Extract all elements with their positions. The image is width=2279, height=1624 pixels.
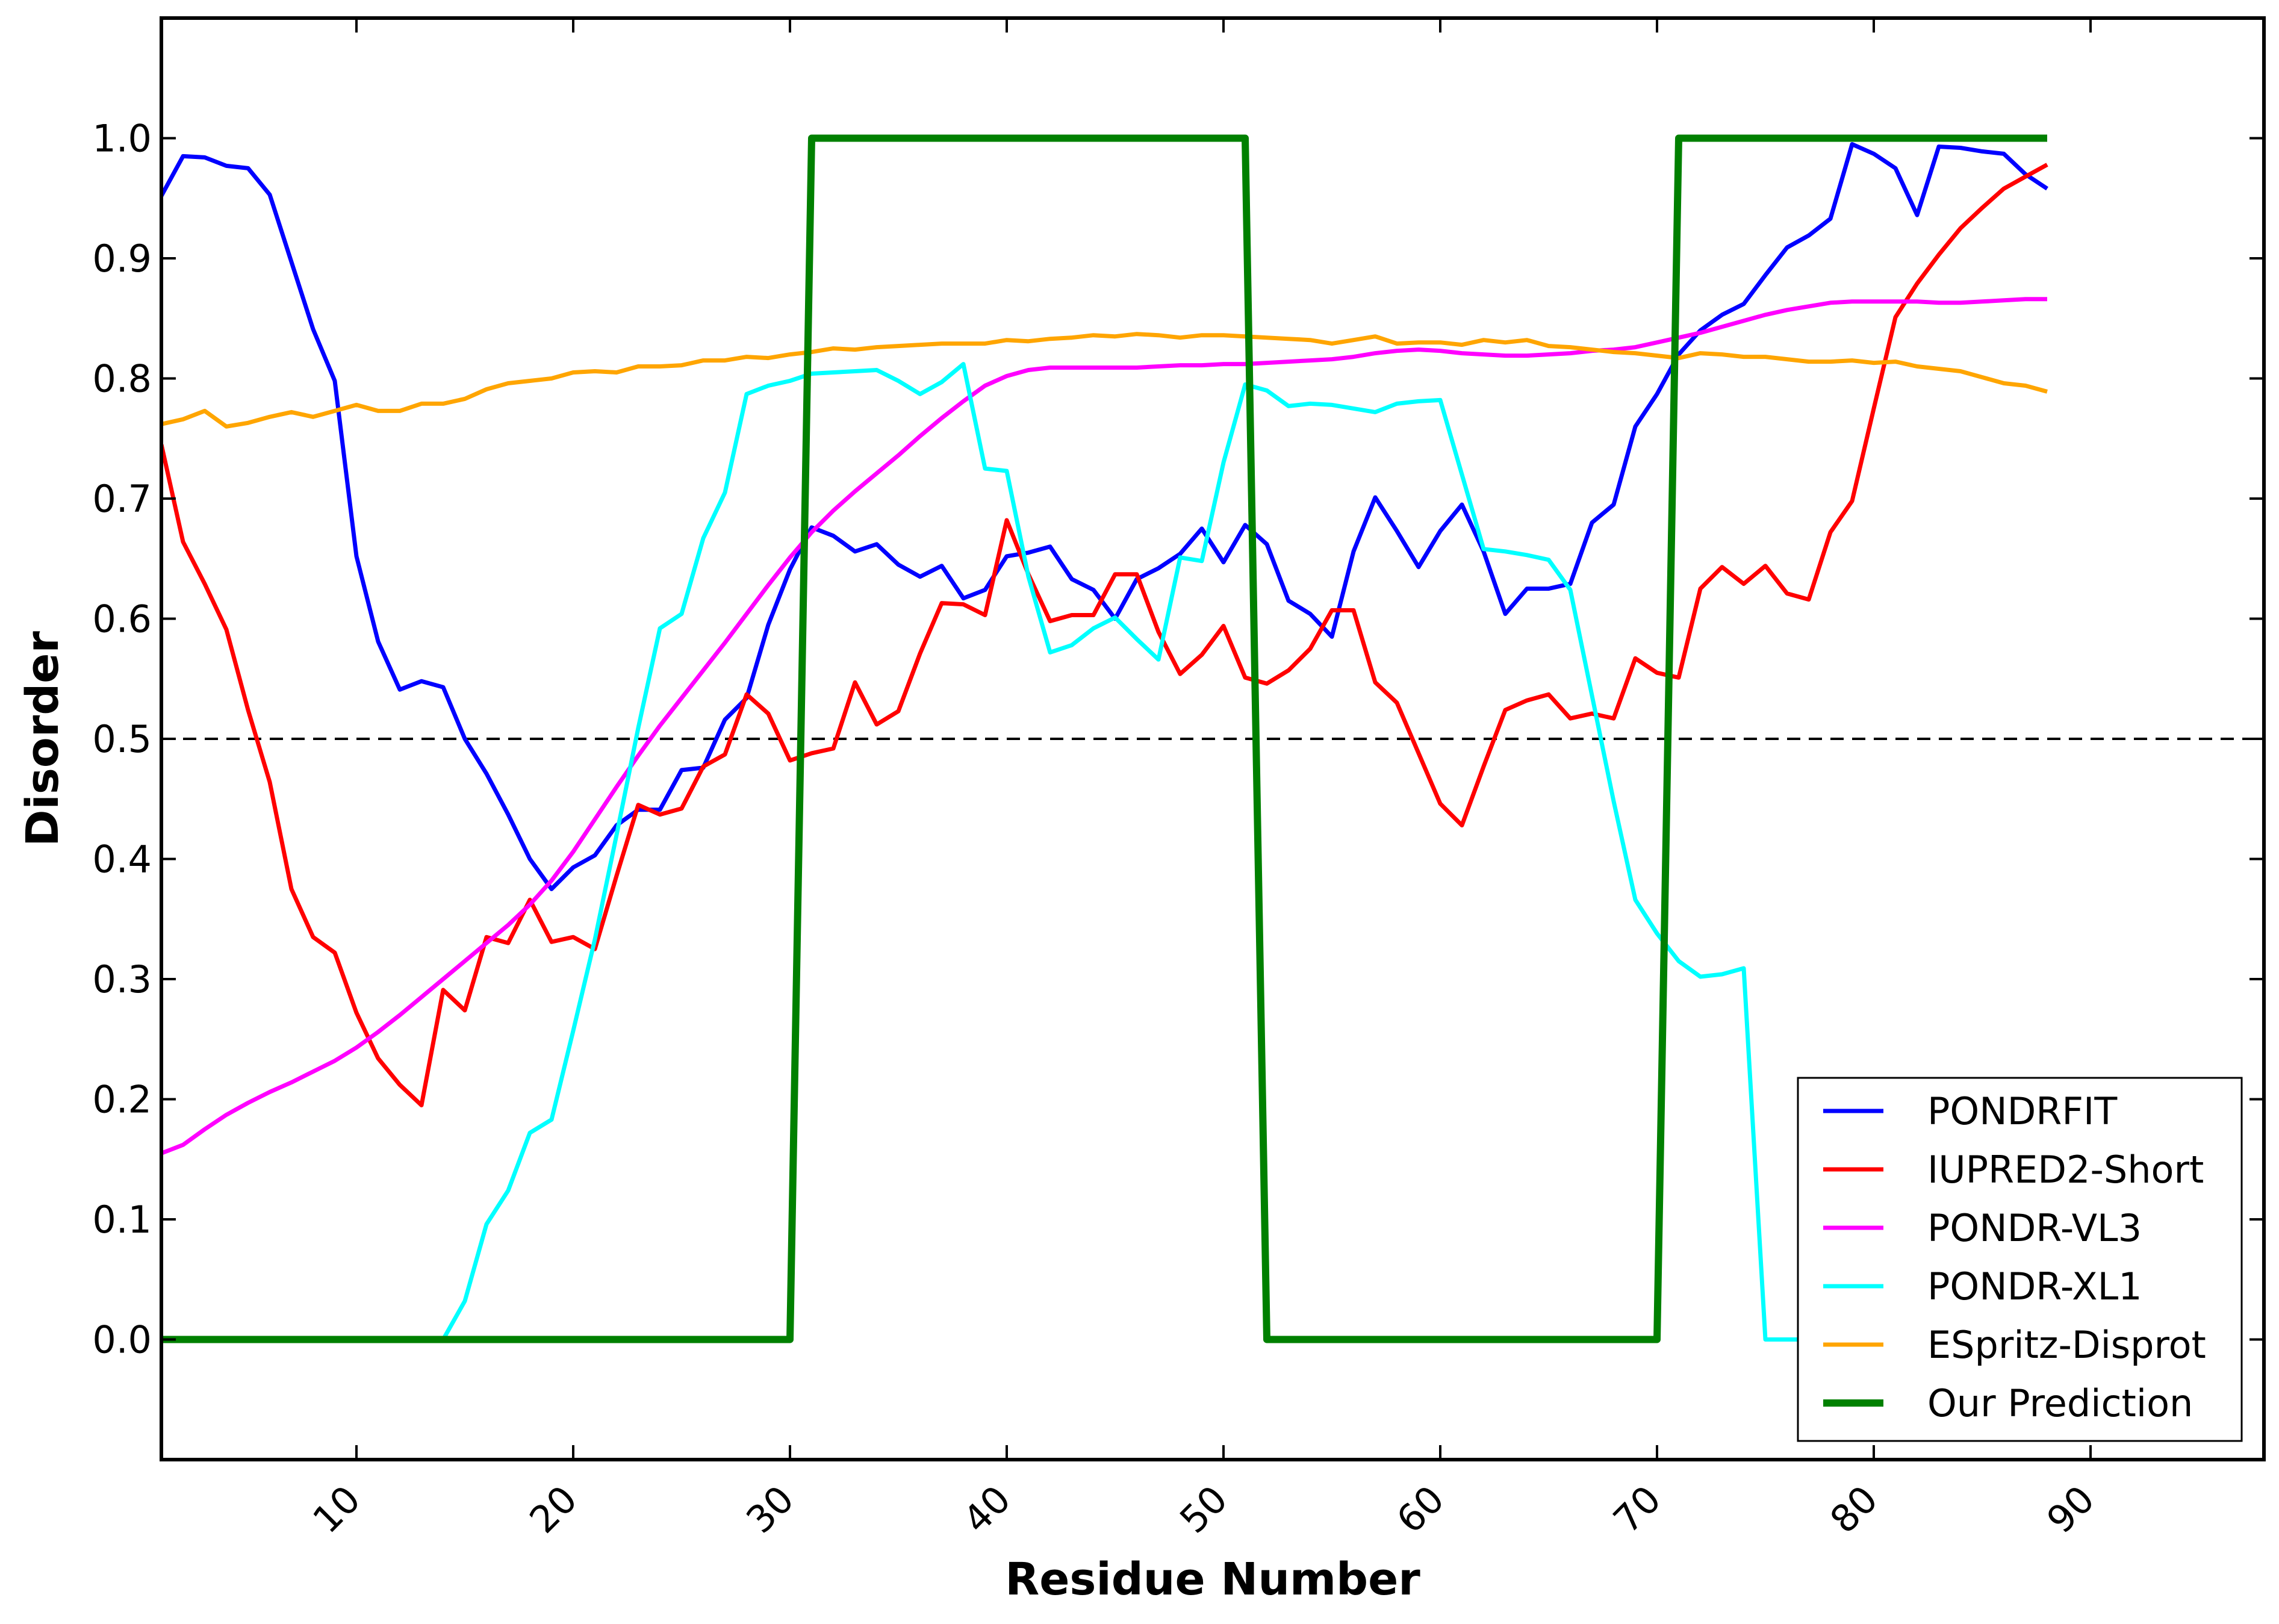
y-tick-label: 0.2 bbox=[92, 1078, 152, 1122]
legend-label: PONDRFIT bbox=[1927, 1089, 2118, 1133]
legend-label: ESpritz-Disprot bbox=[1927, 1323, 2206, 1367]
y-tick-label: 0.8 bbox=[92, 357, 152, 401]
series-line-pondr-vl3 bbox=[161, 297, 2047, 1156]
y-tick-label: 0.5 bbox=[92, 717, 152, 761]
series-layer bbox=[161, 134, 2048, 1343]
x-axis-label: Residue Number bbox=[1005, 1554, 1420, 1605]
y-tick-label: 0.3 bbox=[92, 957, 152, 1001]
legend-label: PONDR-VL3 bbox=[1927, 1206, 2142, 1250]
y-tick-label: 0.1 bbox=[92, 1198, 152, 1242]
y-tick-label: 0.0 bbox=[92, 1318, 152, 1362]
legend-box bbox=[1797, 1077, 2243, 1442]
series-line-our-prediction bbox=[161, 134, 2047, 1343]
y-tick-label: 0.6 bbox=[92, 597, 152, 641]
y-axis-label: Disorder bbox=[17, 631, 69, 847]
series-line-espritz-disprot bbox=[161, 332, 2048, 429]
legend-label: PONDR-XL1 bbox=[1927, 1265, 2142, 1308]
y-tick-label: 0.9 bbox=[92, 237, 152, 281]
legend: PONDRFIT IUPRED2-Short PONDR-VL3 PONDR-XL1 E… bbox=[1797, 1077, 2243, 1442]
legend-label: IUPRED2-Short bbox=[1927, 1148, 2204, 1192]
plot-area bbox=[161, 134, 2264, 1343]
y-tick-label: 0.7 bbox=[92, 477, 152, 521]
legend-label: Our Prediction bbox=[1927, 1381, 2193, 1425]
y-tick-label: 0.4 bbox=[92, 838, 152, 882]
plot-frame bbox=[160, 16, 2266, 1461]
series-line-pondrfit bbox=[161, 142, 2048, 891]
series-line-iupred2-short bbox=[161, 163, 2048, 1107]
y-tick-label: 1.0 bbox=[92, 117, 152, 161]
series-line-pondr-xl1 bbox=[161, 362, 2047, 1342]
